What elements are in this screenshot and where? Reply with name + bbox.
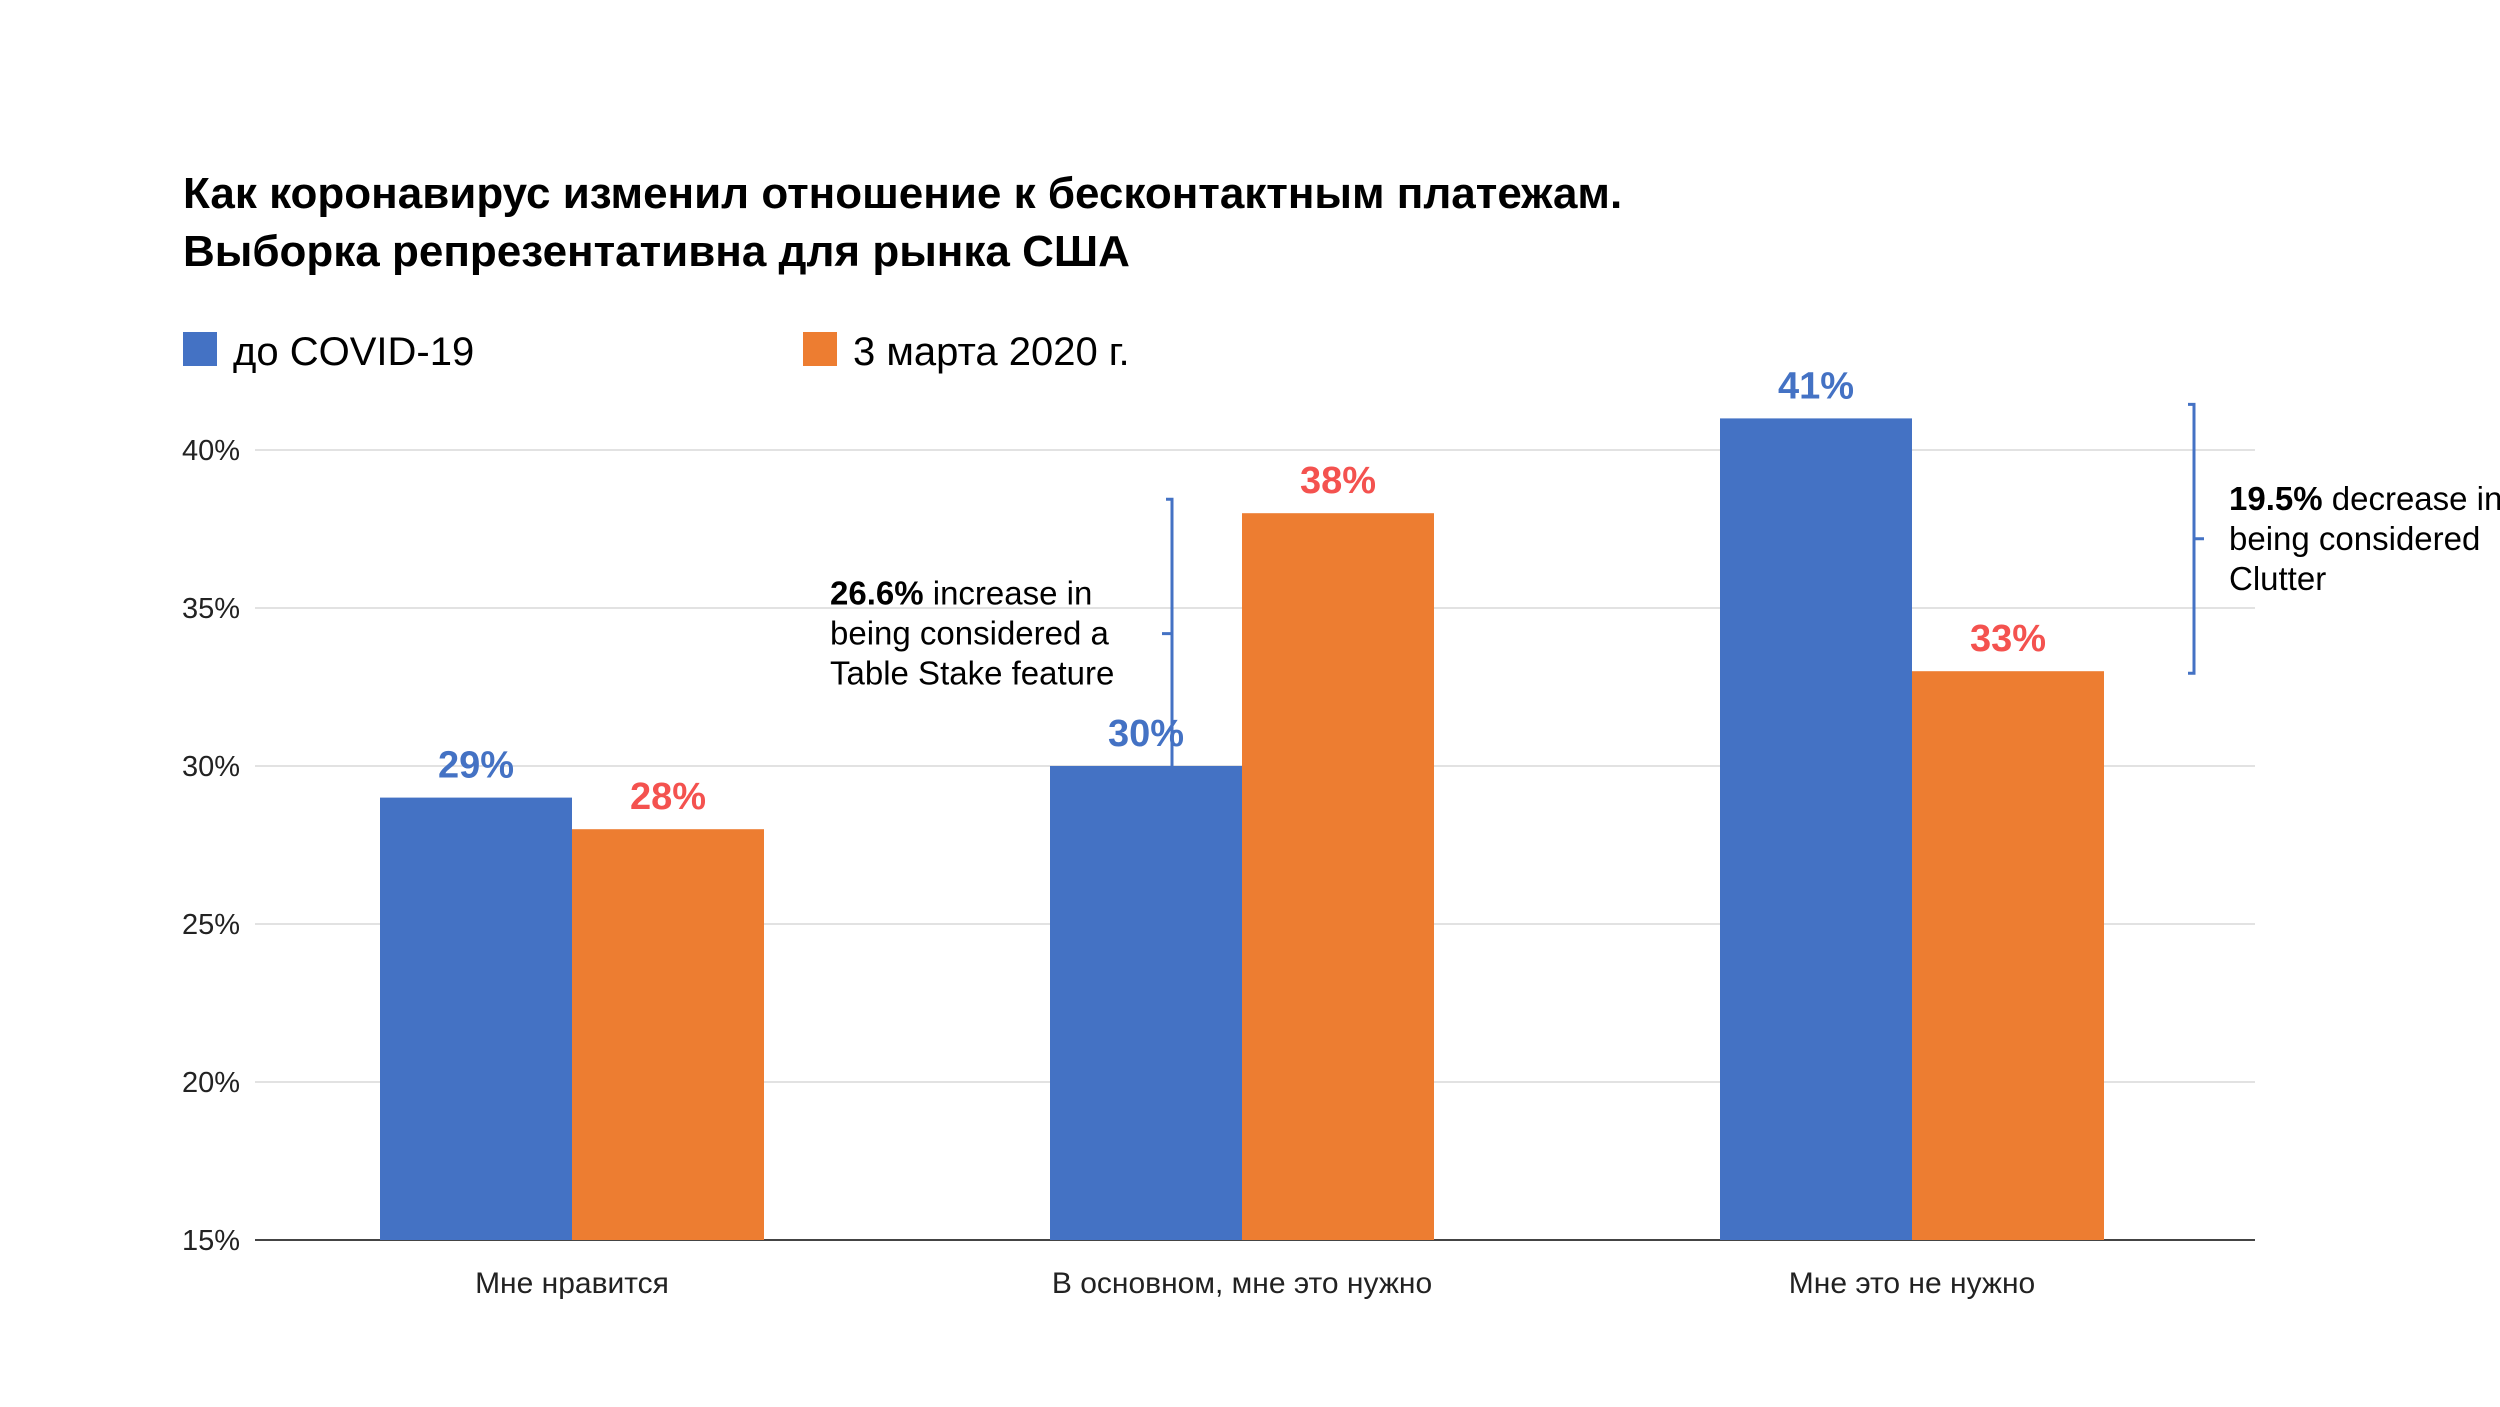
annotation-bracket — [1162, 497, 1174, 770]
bar — [1242, 513, 1434, 1240]
legend: до COVID-19 3 марта 2020 г. — [183, 330, 1130, 374]
annotation-highlight: 26.6% — [830, 575, 924, 612]
annotation-highlight: 19.5% — [2229, 480, 2323, 517]
chart-title: Как коронавирус изменил отношение к беск… — [183, 169, 1622, 276]
legend-label: до COVID-19 — [233, 330, 474, 374]
y-tick-label: 40% — [182, 435, 240, 467]
annotation-text: increase in — [924, 575, 1093, 612]
x-category-label: Мне это не нужно — [1789, 1267, 2035, 1300]
annotation-line: 26.6% increase in — [830, 575, 1092, 612]
legend-label: 3 марта 2020 г. — [853, 330, 1130, 374]
y-tick-label: 15% — [182, 1225, 240, 1257]
chart-title-line: Выборка репрезентативна для рынка США — [183, 227, 1130, 276]
chart-title-line: Как коронавирус изменил отношение к беск… — [183, 169, 1622, 218]
x-category-label: Мне нравится — [475, 1267, 669, 1300]
bar — [1720, 418, 1912, 1240]
annotation-line: Table Stake feature — [830, 655, 1114, 692]
annotation-text: decrease in — [2323, 480, 2500, 517]
y-tick-label: 35% — [182, 593, 240, 625]
data-label: 29% — [438, 745, 514, 787]
y-tick-label: 20% — [182, 1067, 240, 1099]
x-axis-categories: Мне нравится В основном, мне это нужно Мне… — [475, 1267, 2035, 1300]
bar — [1912, 671, 2104, 1240]
x-category-label: В основном, мне это нужно — [1052, 1267, 1432, 1300]
annotation-line: being considered a — [830, 615, 1110, 652]
annotation-line: 19.5% decrease in — [2229, 480, 2500, 517]
annotation-line: being considered — [2229, 520, 2480, 557]
legend-swatch — [803, 332, 837, 366]
y-tick-label: 30% — [182, 751, 240, 783]
bar — [380, 797, 572, 1240]
y-axis-ticks: 15% 20% 25% 30% 35% 40% — [182, 435, 240, 1257]
data-label: 28% — [630, 776, 706, 818]
annotation-bracket — [2188, 402, 2204, 675]
y-tick-label: 25% — [182, 909, 240, 941]
bars — [380, 418, 2104, 1240]
legend-swatch — [183, 332, 217, 366]
data-label: 41% — [1778, 365, 1854, 407]
annotation-line: Clutter — [2229, 560, 2326, 597]
bar — [572, 829, 764, 1240]
data-labels: 29%28%30%38%41%33% — [438, 365, 2046, 818]
bar — [1050, 766, 1242, 1240]
data-label: 33% — [1970, 618, 2046, 660]
data-label: 38% — [1300, 460, 1376, 502]
